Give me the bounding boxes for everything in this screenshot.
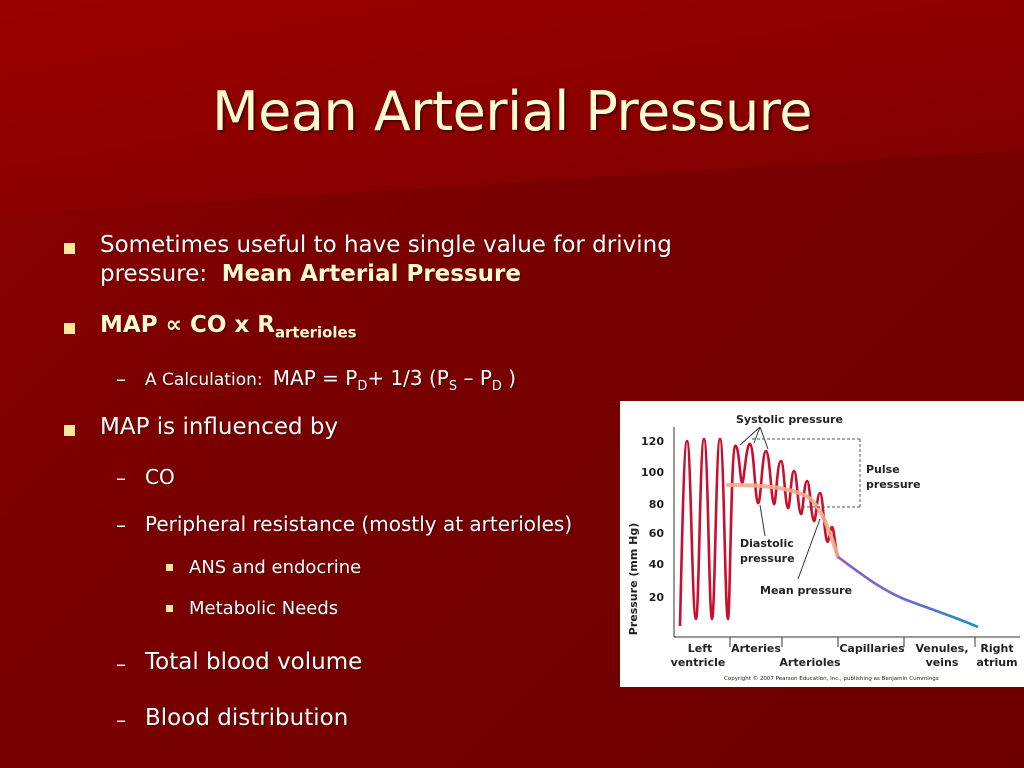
diastolic-label-2: pressure [740,552,795,565]
dash-bullet-icon: – [116,466,126,490]
small-square-bullet-icon [166,564,173,571]
y-tick-20: 20 [649,591,665,604]
region-labels: Left ventricle Arteries Arterioles Capil… [671,642,1018,669]
sub-bullet-volume: Total blood volume [145,649,363,675]
dash-bullet-icon: – [116,513,126,537]
region-arteries: Arteries [731,642,781,655]
pointer-line [797,518,821,580]
region-venules-2: veins [926,656,959,669]
y-ticks: 120 100 80 60 40 20 [641,435,664,604]
sub-sub-bullet-ans: ANS and endocrine [189,557,362,578]
pulse-label-2: pressure [866,478,921,491]
region-left-ventricle-1: Left [688,642,713,655]
formula-part: – P [463,366,492,390]
y-tick-60: 60 [649,527,665,540]
small-square-bullet-icon [166,605,173,612]
y-tick-40: 40 [649,558,665,571]
systolic-annotation: Systolic pressure [736,413,860,450]
venous-pressure-curve [837,555,979,629]
region-venules-1: Venules, [916,642,969,655]
pointer-line [753,426,761,444]
pointer-line [739,426,761,446]
formula-subscript: D [491,379,502,394]
map-label: MAP [100,312,158,338]
sub-sub-bullet-metabolic: Metabolic Needs [189,598,339,619]
y-tick-120: 120 [641,435,664,448]
bullet-square-icon [64,323,75,334]
formula-subscript: S [448,379,458,394]
pointer-line [759,504,766,537]
formula-part: + 1/3 (P [367,366,449,390]
copyright-notice: Copyright © 2007 Pearson Education, Inc.… [724,675,939,682]
bullet-square-icon [64,243,75,254]
dash-bullet-icon: – [116,708,126,732]
systolic-label: Systolic pressure [736,413,843,426]
calculation-line: A Calculation: MAP = PD+ 1/3 (PS – PD ) [145,366,516,394]
region-atrium-2: atrium [976,656,1017,669]
slide-title: Mean Arterial Pressure [212,80,812,143]
sub-bullet-distribution: Blood distribution [145,705,349,731]
sub-bullet-peripheral: Peripheral resistance (mostly at arterio… [145,512,573,536]
bullet-1-prefix: pressure: [100,261,208,287]
pointer-line [759,426,769,450]
formula-part: ) [508,366,517,390]
calculation-formula: MAP = PD+ 1/3 (PS – PD ) [272,366,517,394]
mean-label: Mean pressure [760,584,852,597]
pressure-curve [678,437,840,627]
calculation-label: A Calculation: [145,370,263,390]
diastolic-label-1: Diastolic [740,537,794,550]
pressure-figure: Pressure (mm Hg) 120 100 80 60 40 20 [620,401,1024,687]
y-axis-label: Pressure (mm Hg) [627,523,640,635]
formula-subscript: D [357,379,368,394]
bullet-3: MAP is influenced by [100,414,339,440]
co-r-label: CO x R [189,312,275,338]
diastolic-annotation: Diastolic pressure [740,504,795,565]
sub-bullet-co: CO [145,465,175,489]
region-arterioles: Arterioles [779,656,841,669]
pulse-pressure-annotation: Pulse pressure [802,438,921,508]
dash-bullet-icon: – [116,652,126,676]
mean-annotation: Mean pressure [760,518,852,597]
map-relation: MAP ∝ CO x Rarterioles [100,312,357,342]
arterioles-subscript: arterioles [274,323,357,342]
proportional-icon: ∝ [165,312,182,338]
region-dividers [729,637,976,647]
dash-bullet-icon: – [116,367,126,391]
mean-pressure-curve [726,483,840,559]
pulse-label-1: Pulse [866,463,900,476]
bullet-1-line-1: Sometimes useful to have single value fo… [100,232,672,258]
y-tick-80: 80 [649,498,665,511]
bullet-square-icon [64,425,75,436]
region-atrium-1: Right [980,642,1013,655]
bullet-1-bold-term: Mean Arterial Pressure [221,261,521,287]
region-left-ventricle-2: ventricle [671,656,726,669]
pressure-diagram-svg: Pressure (mm Hg) 120 100 80 60 40 20 [627,413,1020,682]
region-capillaries: Capillaries [839,642,905,655]
bullet-1-line-2: pressure: Mean Arterial Pressure [100,261,521,287]
y-tick-100: 100 [641,466,664,479]
formula-part: MAP = P [272,366,358,390]
